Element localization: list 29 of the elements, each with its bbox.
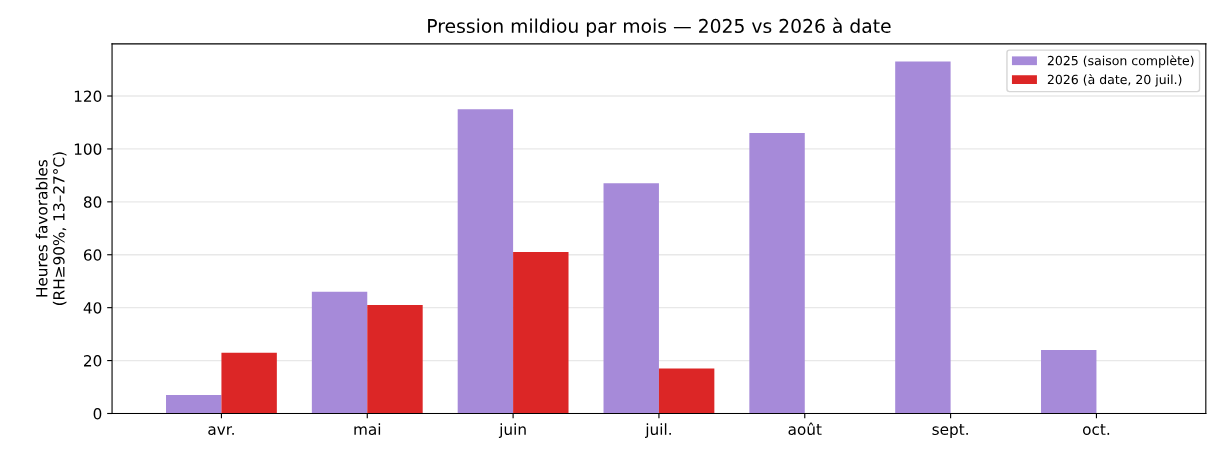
bar xyxy=(749,133,805,414)
x-tick-label: juin xyxy=(498,423,526,438)
x-tick-label: avr. xyxy=(208,426,234,436)
legend-label: 2025 (saison complète) xyxy=(1047,55,1194,68)
bar xyxy=(311,291,368,414)
bar xyxy=(221,352,277,414)
y-tick-label: 0 xyxy=(93,407,102,420)
y-tick-label: 120 xyxy=(74,90,102,103)
bar xyxy=(367,305,423,414)
bar xyxy=(513,252,569,414)
bar xyxy=(1041,349,1097,414)
chart-title: Pression mildiou par mois — 2025 vs 2026 à date xyxy=(428,17,891,37)
y-tick-label: 60 xyxy=(83,249,102,261)
x-tick-label: juil. xyxy=(645,423,671,438)
bar xyxy=(895,61,951,414)
y-tick-label: 80 xyxy=(83,196,102,208)
y-axis-title: Heures favorables (RH≥90%, 13–27°C) xyxy=(35,152,67,306)
y-tick-label: 20 xyxy=(84,355,102,367)
bar xyxy=(603,183,659,414)
x-tick-label: mai xyxy=(354,423,381,436)
y-tick-label: 100 xyxy=(74,143,102,155)
bar xyxy=(457,109,514,414)
x-tick-label: oct. xyxy=(1082,424,1110,436)
y-tick-label: 40 xyxy=(83,302,102,314)
legend-label: 2026 (à date, 20 juil.) xyxy=(1047,73,1182,87)
x-tick-label: sept. xyxy=(932,424,968,438)
bar xyxy=(166,394,222,414)
bar xyxy=(658,368,715,414)
x-tick-label: août xyxy=(788,422,822,436)
